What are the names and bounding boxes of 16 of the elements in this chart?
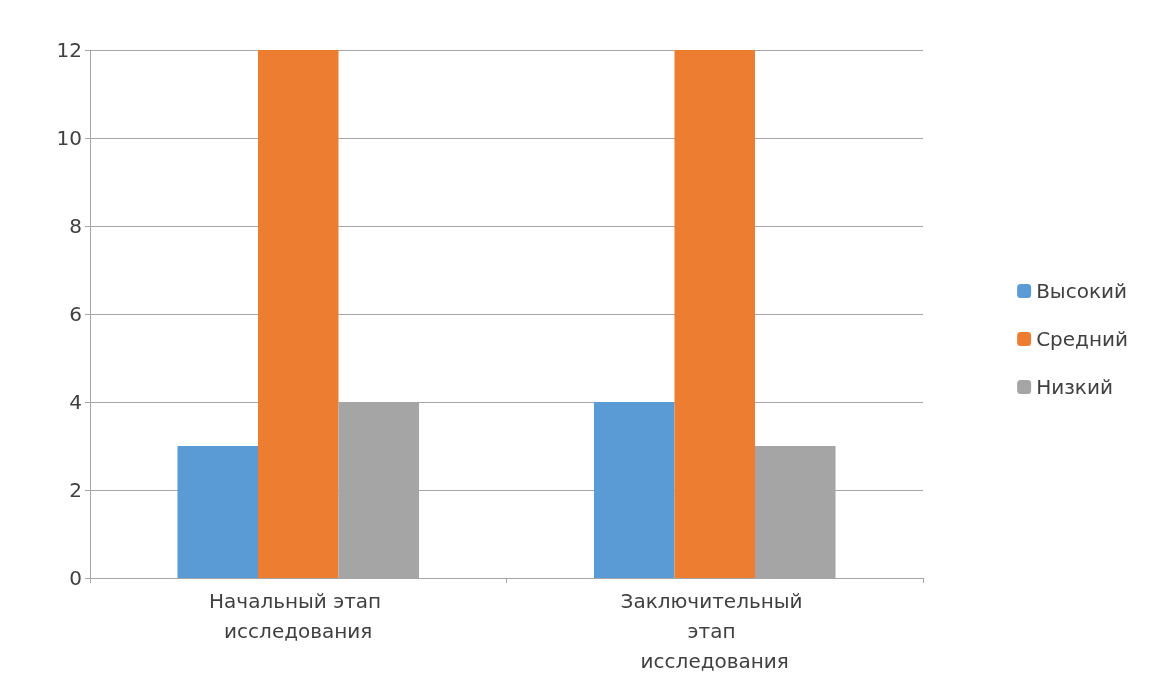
y-tick-label: 10 — [56, 126, 82, 150]
y-tick-label: 4 — [69, 390, 82, 414]
x-tick-label: Начальный этап исследования — [209, 589, 388, 643]
legend-label: Высокий — [1036, 279, 1127, 303]
legend-label: Средний — [1036, 327, 1129, 351]
y-tick-label: 2 — [69, 478, 82, 502]
bar — [257, 50, 339, 578]
bar — [674, 50, 756, 578]
bar — [593, 402, 675, 578]
y-tick-label: 0 — [69, 566, 82, 590]
y-tick-label: 6 — [69, 302, 82, 326]
legend-label: Низкий — [1036, 375, 1113, 399]
y-tick-label: 8 — [69, 214, 82, 238]
bar — [177, 446, 258, 578]
x-tick-label: Заключительный этап исследования — [620, 589, 809, 673]
y-tick-label: 12 — [56, 38, 82, 62]
